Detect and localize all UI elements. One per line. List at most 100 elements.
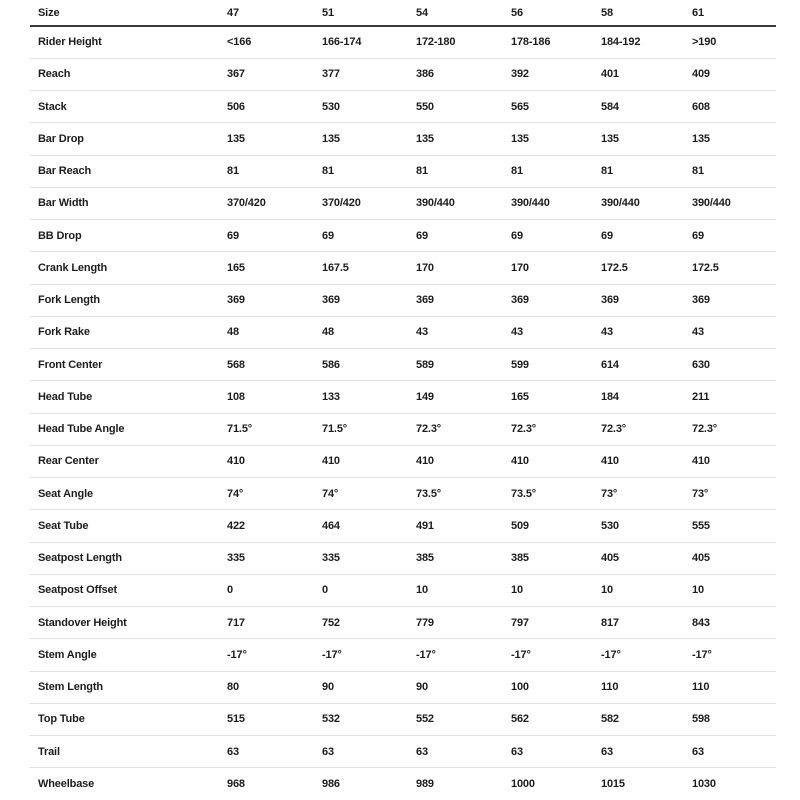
cell-value: 211 xyxy=(692,380,776,414)
cell-value: 90 xyxy=(322,671,416,704)
cell-value: 582 xyxy=(601,703,692,737)
cell-value: 568 xyxy=(227,348,322,382)
cell-value: -17° xyxy=(227,638,322,672)
size-header-58: 58 xyxy=(601,0,692,27)
cell-value: -17° xyxy=(322,638,416,672)
cell-value: 69 xyxy=(692,219,776,253)
cell-value: 390/440 xyxy=(601,187,692,221)
table-row: BB Drop 69 69 69 69 69 69 xyxy=(30,219,776,253)
cell-value: 367 xyxy=(227,58,322,92)
geometry-table-container: Size 47 51 54 56 58 61 Rider Height <166 166-174… xyxy=(30,0,776,800)
cell-value: 73° xyxy=(692,477,776,511)
cell-value: 410 xyxy=(601,445,692,479)
cell-value: 81 xyxy=(601,155,692,188)
cell-value: 135 xyxy=(322,122,416,156)
cell-value: 385 xyxy=(511,542,601,575)
cell-value: 135 xyxy=(601,122,692,156)
cell-value: 717 xyxy=(227,606,322,640)
cell-value: 72.3° xyxy=(416,413,511,446)
cell-value: 73.5° xyxy=(511,477,601,511)
cell-value: -17° xyxy=(416,638,511,672)
header-row: Size 47 51 54 56 58 61 xyxy=(30,0,776,27)
cell-value: 584 xyxy=(601,90,692,124)
cell-value: 110 xyxy=(692,671,776,704)
cell-value: 552 xyxy=(416,703,511,737)
row-label: Seatpost Length xyxy=(30,542,227,575)
size-header-54: 54 xyxy=(416,0,511,27)
cell-value: 43 xyxy=(511,316,601,350)
cell-value: 369 xyxy=(511,284,601,317)
cell-value: 166-174 xyxy=(322,26,416,59)
cell-value: 530 xyxy=(601,509,692,543)
cell-value: 167.5 xyxy=(322,251,416,285)
cell-value: 69 xyxy=(511,219,601,253)
cell-value: 170 xyxy=(511,251,601,285)
row-label: Wheelbase xyxy=(38,778,95,791)
table-row: Top Tube 515 532 552 562 582 598 xyxy=(30,703,776,737)
table-row: Seatpost Length 335 335 385 385 405 405 xyxy=(30,542,776,575)
cell-value: 135 xyxy=(511,122,601,156)
row-label: Stem Length xyxy=(30,671,227,704)
cell-value: 73.5° xyxy=(416,477,511,511)
cell-value: 72.3° xyxy=(511,413,601,446)
row-label: Front Center xyxy=(30,348,227,382)
row-label: Trail xyxy=(30,735,227,769)
cell-value: 410 xyxy=(416,445,511,479)
cell-value: 405 xyxy=(692,542,776,575)
table-row: Stem Angle -17° -17° -17° -17° -17° -17° xyxy=(30,638,776,672)
row-label: Seatpost Offset xyxy=(30,574,227,608)
cell-value: 369 xyxy=(601,284,692,317)
cell-value: 69 xyxy=(227,219,322,253)
cell-value: 509 xyxy=(511,509,601,543)
cell-value: 43 xyxy=(601,316,692,350)
table-header: Size 47 51 54 56 58 61 xyxy=(30,0,776,27)
cell-value: 172.5 xyxy=(601,251,692,285)
cell-value: 135 xyxy=(416,122,511,156)
row-label: Rider Height xyxy=(30,26,227,59)
cell-value: 410 xyxy=(511,445,601,479)
cell-value: 392 xyxy=(511,58,601,92)
row-label: Crank Length xyxy=(30,251,227,285)
cell-value: 386 xyxy=(416,58,511,92)
cell-value: 149 xyxy=(416,380,511,414)
table-row: Bar Drop 135 135 135 135 135 135 xyxy=(30,122,776,156)
cell-value: 989 xyxy=(416,778,434,791)
cell-value: 71.5° xyxy=(322,413,416,446)
cell-value: 598 xyxy=(692,703,776,737)
table-row: Fork Rake 48 48 43 43 43 43 xyxy=(30,316,776,350)
cell-value: 81 xyxy=(416,155,511,188)
cell-value: 80 xyxy=(227,671,322,704)
table-row: Crank Length 165 167.5 170 170 172.5 172.5 xyxy=(30,251,776,285)
cell-value: 752 xyxy=(322,606,416,640)
cell-value: 515 xyxy=(227,703,322,737)
cell-value: 69 xyxy=(416,219,511,253)
cell-value: 48 xyxy=(227,316,322,350)
cell-value: 565 xyxy=(511,90,601,124)
cell-value: 410 xyxy=(322,445,416,479)
row-label: Stem Angle xyxy=(30,638,227,672)
cell-value: 73° xyxy=(601,477,692,511)
cell-value: 178-186 xyxy=(511,26,601,59)
cell-value: 410 xyxy=(227,445,322,479)
table-row: Stem Length 80 90 90 100 110 110 xyxy=(30,671,776,704)
cell-value: 110 xyxy=(601,671,692,704)
cell-value: 986 xyxy=(322,778,340,791)
cell-value: 369 xyxy=(227,284,322,317)
cell-value: 401 xyxy=(601,58,692,92)
cell-value: 71.5° xyxy=(227,413,322,446)
cell-value: 369 xyxy=(692,284,776,317)
row-label: Rear Center xyxy=(30,445,227,479)
cell-value: 562 xyxy=(511,703,601,737)
cell-value: 390/440 xyxy=(511,187,601,221)
cell-value: 10 xyxy=(511,574,601,608)
cell-value: 172.5 xyxy=(692,251,776,285)
table-row: Bar Width 370/420 370/420 390/440 390/440 390… xyxy=(30,187,776,221)
cell-value: 133 xyxy=(322,380,416,414)
cell-value: 779 xyxy=(416,606,511,640)
cell-value: 589 xyxy=(416,348,511,382)
table-body: Rider Height <166 166-174 172-180 178-186 184… xyxy=(30,26,776,800)
table-row: Bar Reach 81 81 81 81 81 81 xyxy=(30,155,776,188)
cell-value: 370/420 xyxy=(322,187,416,221)
table-row: Wheelbase 968 986 989 1000 1015 1030 xyxy=(30,768,776,800)
cell-value: 81 xyxy=(227,155,322,188)
